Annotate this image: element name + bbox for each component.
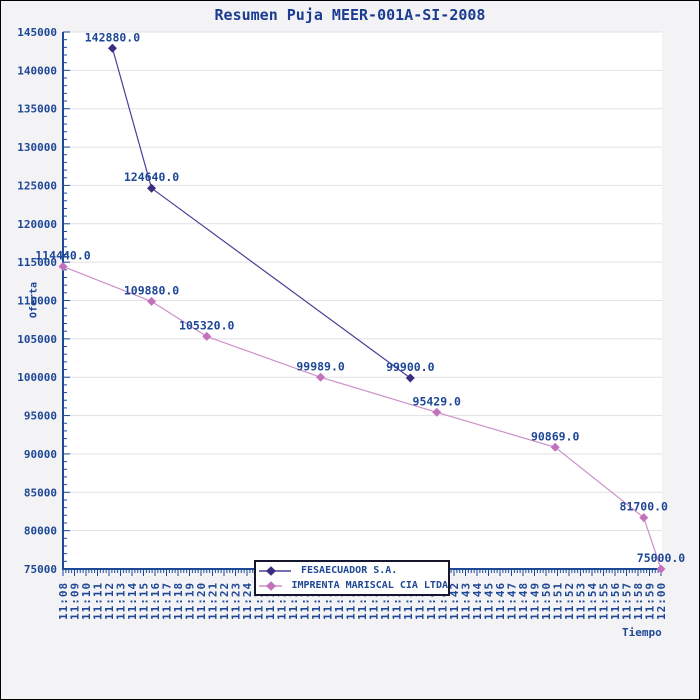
x-tick-label: 11:08 [57,582,70,620]
data-point-marker [405,373,415,383]
x-tick-label: 11:42 [448,582,461,620]
x-tick-label: 11:54 [586,582,599,620]
x-tick-label: 11:51 [552,582,565,620]
data-point-label: 90869.0 [531,429,580,443]
x-tick-label: 11:57 [621,582,634,620]
x-tick-label: 12:00 [655,582,668,620]
data-point-marker [202,331,212,341]
series-line-1 [62,265,662,570]
y-tick-label: 75000 [24,563,57,576]
y-tick-label: 125000 [17,179,57,192]
plot-canvas: 145000 140000 135000 130000 125000 120000 1150… [17,26,686,620]
data-point-marker [107,43,117,53]
x-tick-label: 11:13 [115,582,128,620]
legend-label-imprenta-mariscal: IMPRENTA MARISCAL CIA LTDA [291,580,448,591]
data-point-marker [147,183,157,193]
data-point-marker [639,513,649,523]
legend: FESAECUADOR S.A. IMPRENTA MARISCAL CIA L… [254,560,450,596]
x-tick-label: 11:09 [69,582,82,620]
y-tick-label: 140000 [17,64,57,77]
x-tick-label: 11:55 [598,582,611,620]
data-point-label: 99989.0 [296,359,345,373]
x-tick-label: 11:56 [609,582,622,620]
x-tick-label: 11:12 [103,582,116,620]
x-tick-label: 11:59 [644,582,657,620]
chart-title: Resumen Puja MEER-001A-SI-2008 [214,6,486,24]
data-point-label: 99900.0 [386,360,435,374]
data-point-marker [147,296,157,306]
x-tick-label: 11:19 [184,582,197,620]
x-tick-label: 11:58 [632,582,645,620]
x-tick-label: 11:47 [506,582,519,620]
x-tick-label: 11:53 [575,582,588,620]
x-tick-label: 11:16 [149,582,162,620]
x-tick-label: 11:44 [471,582,484,620]
series-line-diamond-icon [259,565,291,576]
series-line-diamond-icon [259,580,283,591]
x-tick-label: 11:43 [460,582,473,620]
data-point-marker [550,442,560,452]
y-tick-label: 105000 [17,333,57,346]
x-tick-label: 11:15 [138,582,151,620]
x-tick-label: 11:50 [540,582,553,620]
data-point-label: 124640.0 [124,170,179,184]
x-tick-label: 11:21 [207,582,220,620]
data-point-label: 142880.0 [85,30,140,44]
data-point-label: 105320.0 [179,318,234,332]
y-tick-label: 145000 [17,26,57,39]
data-point-marker [432,407,442,417]
legend-item-imprenta-mariscal: IMPRENTA MARISCAL CIA LTDA [256,578,448,593]
x-tick-label: 11:22 [218,582,231,620]
x-tick-label: 11:49 [529,582,542,620]
y-tick-label: 120000 [17,218,57,231]
legend-label-fesaecuador: FESAECUADOR S.A. [301,565,398,576]
x-tick-label: 11:23 [230,582,243,620]
x-tick-label: 11:14 [126,582,139,620]
x-tick-label: 11:45 [483,582,496,620]
y-tick-label: 115000 [17,256,57,269]
data-point-marker [316,372,326,382]
y-axis-title: Oferta [28,281,40,319]
data-point-marker [656,564,666,574]
x-axis-title: Tiempo [622,626,662,639]
x-tick-label: 11:48 [517,582,530,620]
y-tick-label: 80000 [24,525,57,538]
data-point-label: 95429.0 [413,394,462,408]
x-tick-label: 11:46 [494,582,507,620]
y-tick-label: 90000 [24,448,57,461]
y-tick-label: 100000 [17,371,57,384]
y-tick-label: 85000 [24,486,57,499]
data-point-label: 75000.0 [637,551,686,565]
legend-item-fesaecuador: FESAECUADOR S.A. [256,563,448,578]
x-tick-label: 11:18 [172,582,185,620]
data-point-label: 81700.0 [620,500,669,514]
y-tick-label: 95000 [24,410,57,423]
data-point-label: 114440.0 [35,248,90,262]
x-tick-label: 11:52 [563,582,576,620]
data-point-label: 109880.0 [124,283,179,297]
x-tick-label: 11:17 [161,582,174,620]
y-tick-label: 130000 [17,141,57,154]
x-tick-label: 11:11 [92,582,105,620]
x-tick-label: 11:24 [241,582,254,620]
x-tick-label: 11:10 [80,582,93,620]
y-tick-label: 110000 [17,295,57,308]
x-tick-label: 11:20 [195,582,208,620]
y-tick-label: 135000 [17,103,57,116]
data-point-marker [58,261,68,271]
